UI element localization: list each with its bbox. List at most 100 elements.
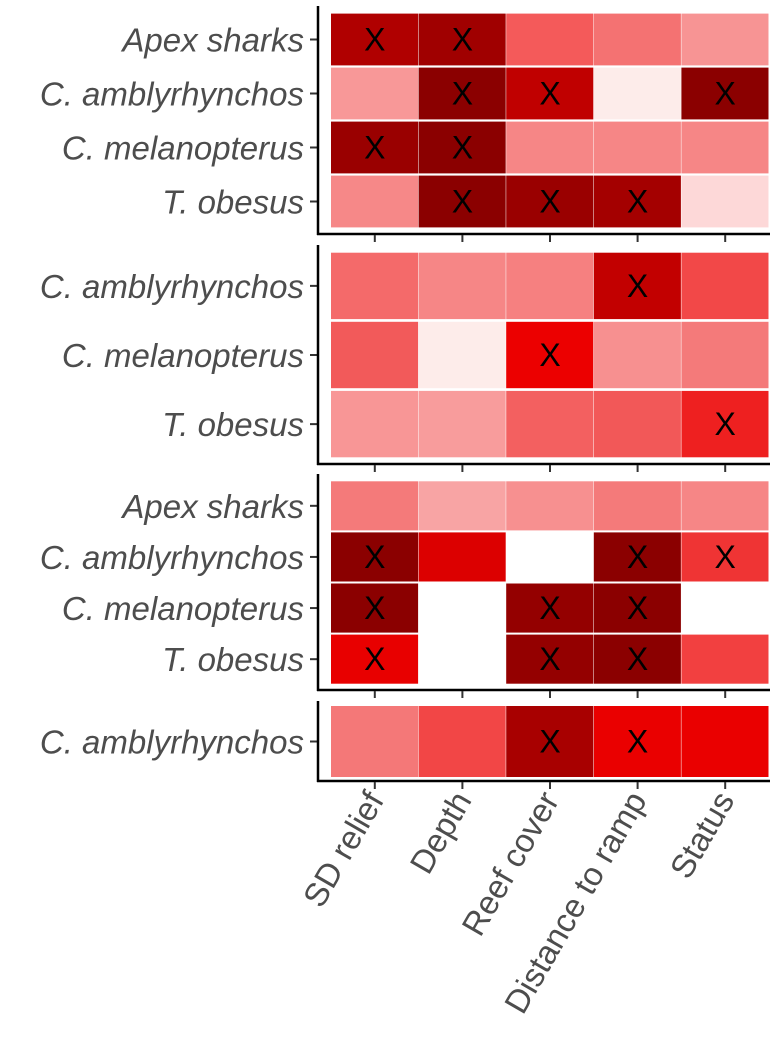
significance-mark: X bbox=[452, 76, 473, 112]
heatmap-cell bbox=[593, 390, 681, 458]
heatmap-cell bbox=[506, 706, 594, 777]
heatmap-cell bbox=[331, 321, 419, 389]
heatmap-cell bbox=[418, 481, 506, 531]
column-label: Status bbox=[662, 785, 741, 885]
heatmap-cell bbox=[681, 175, 769, 228]
heatmap-cell bbox=[506, 390, 594, 458]
row-label: T. obesus bbox=[162, 641, 304, 678]
heatmap-cell bbox=[331, 390, 419, 458]
heatmap-cell bbox=[681, 634, 769, 684]
heatmap-cell bbox=[681, 252, 769, 320]
heatmap-cell bbox=[331, 252, 419, 320]
heatmap-cell bbox=[331, 67, 419, 120]
heatmap-cell bbox=[418, 67, 506, 120]
heatmap-cell bbox=[593, 13, 681, 66]
heatmap-cell bbox=[593, 481, 681, 531]
heatmap-cell bbox=[681, 481, 769, 531]
heatmap-cell bbox=[593, 175, 681, 228]
significance-mark: X bbox=[452, 130, 473, 166]
row-label: C. amblyrhynchos bbox=[40, 268, 304, 305]
heatmap-cell bbox=[593, 583, 681, 633]
heatmap-cell bbox=[418, 583, 506, 633]
column-label: SD relief bbox=[296, 784, 392, 913]
row-label: C. melanopterus bbox=[62, 130, 304, 167]
significance-mark: X bbox=[627, 641, 648, 677]
significance-mark: X bbox=[452, 184, 473, 220]
significance-mark: X bbox=[627, 184, 648, 220]
heatmap-cell bbox=[681, 583, 769, 633]
row-label: Apex sharks bbox=[120, 22, 304, 59]
heatmap-cell bbox=[681, 121, 769, 174]
significance-mark: X bbox=[364, 539, 385, 575]
row-label: T. obesus bbox=[162, 184, 304, 221]
heatmap-cell bbox=[593, 706, 681, 777]
significance-mark: X bbox=[715, 76, 736, 112]
significance-mark: X bbox=[715, 539, 736, 575]
heatmap-cell bbox=[506, 252, 594, 320]
column-label: Depth bbox=[402, 785, 478, 880]
significance-mark: X bbox=[452, 22, 473, 58]
significance-mark: X bbox=[364, 22, 385, 58]
heatmap-cell bbox=[506, 634, 594, 684]
heatmap-cell bbox=[331, 706, 419, 777]
heatmap-cell bbox=[681, 13, 769, 66]
heatmap-cell bbox=[418, 532, 506, 582]
heatmap-cell bbox=[331, 121, 419, 174]
heatmap-cell bbox=[681, 321, 769, 389]
heatmap-cell bbox=[418, 252, 506, 320]
significance-mark: X bbox=[364, 130, 385, 166]
significance-mark: X bbox=[364, 641, 385, 677]
heatmap-cell bbox=[593, 67, 681, 120]
heatmap-cell bbox=[681, 706, 769, 777]
row-label: C. amblyrhynchos bbox=[40, 724, 304, 761]
significance-mark: X bbox=[364, 590, 385, 626]
heatmap-cell bbox=[331, 583, 419, 633]
heatmap-cell bbox=[506, 13, 594, 66]
heatmap-cell bbox=[681, 390, 769, 458]
heatmap-cell bbox=[331, 481, 419, 531]
significance-mark: X bbox=[539, 184, 560, 220]
heatmap-cell bbox=[331, 634, 419, 684]
heatmap-cell bbox=[506, 175, 594, 228]
heatmap-cell bbox=[418, 706, 506, 777]
significance-mark: X bbox=[539, 590, 560, 626]
heatmap-cell bbox=[593, 121, 681, 174]
heatmap-cell bbox=[506, 121, 594, 174]
significance-mark: X bbox=[539, 337, 560, 373]
heatmap-cell bbox=[331, 13, 419, 66]
heatmap-cell bbox=[418, 13, 506, 66]
heatmap-cell bbox=[593, 321, 681, 389]
heatmap-cell bbox=[506, 532, 594, 582]
heatmap-cell bbox=[418, 634, 506, 684]
heatmap-cell bbox=[681, 532, 769, 582]
heatmap-cell bbox=[506, 481, 594, 531]
row-label: C. amblyrhynchos bbox=[40, 76, 304, 113]
significance-mark: X bbox=[627, 539, 648, 575]
significance-mark: X bbox=[627, 724, 648, 760]
heatmap-cell bbox=[418, 175, 506, 228]
heatmap-cell bbox=[418, 121, 506, 174]
heatmap-cell bbox=[593, 252, 681, 320]
significance-mark: X bbox=[627, 268, 648, 304]
heatmap-cell bbox=[331, 175, 419, 228]
heatmap-cell bbox=[418, 321, 506, 389]
significance-mark: X bbox=[715, 406, 736, 442]
heatmap-cell bbox=[331, 532, 419, 582]
heatmap-cell bbox=[506, 67, 594, 120]
heatmap-cell bbox=[593, 532, 681, 582]
heatmap-cell bbox=[681, 67, 769, 120]
heatmap-cell bbox=[593, 634, 681, 684]
heatmap-cell bbox=[506, 583, 594, 633]
heatmap-cell bbox=[506, 321, 594, 389]
significance-mark: X bbox=[627, 590, 648, 626]
significance-mark: X bbox=[539, 641, 560, 677]
heatmap-cell bbox=[418, 390, 506, 458]
row-label: C. melanopterus bbox=[62, 337, 304, 374]
row-label: C. amblyrhynchos bbox=[40, 539, 304, 576]
row-label: Apex sharks bbox=[120, 488, 304, 525]
row-label: C. melanopterus bbox=[62, 590, 304, 627]
significance-mark: X bbox=[539, 724, 560, 760]
row-label: T. obesus bbox=[162, 406, 304, 443]
significance-mark: X bbox=[539, 76, 560, 112]
